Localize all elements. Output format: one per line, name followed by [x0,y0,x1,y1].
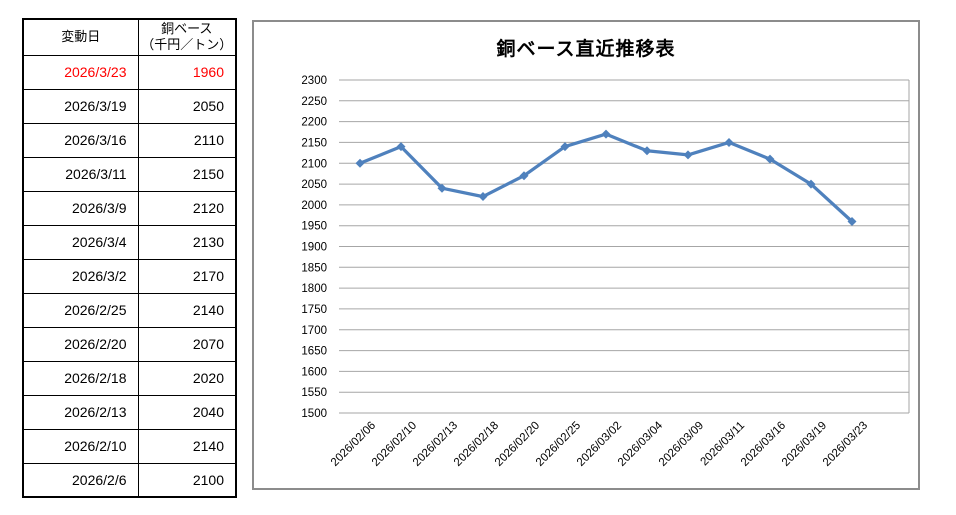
date-cell[interactable]: 2026/3/9 [22,190,139,226]
data-point-marker [519,171,529,181]
date-cell[interactable]: 2026/3/2 [22,258,139,294]
price-table-body: 2026/3/23 1960 2026/3/19 2050 2026/3/16 2110 2… [22,54,237,498]
value-cell[interactable]: 2140 [137,292,237,328]
table-header-row: 変動日 銅ベース （千円／トン） [22,18,237,56]
x-tick-label: 2026/03/23 [821,420,870,469]
y-tick-label: 1650 [301,346,327,358]
table-row: 2026/2/20 2070 [22,326,237,362]
y-tick-label: 2150 [301,137,327,149]
chart-title: 銅ベース直近推移表 [496,39,676,60]
chart-svg: 2300 2250 2200 2150 2100 2050 2000 1950 1900 1850… [301,75,910,469]
value-cell[interactable]: 2140 [137,428,237,464]
value-cell[interactable]: 2050 [137,88,237,124]
table-row: 2026/3/9 2120 [22,190,237,226]
data-point-marker [683,150,693,160]
series-polyline [358,132,854,224]
y-tick-label: 2200 [301,117,327,129]
price-table: 変動日 銅ベース （千円／トン） 2026/3/23 1960 2026/3/19 2… [22,18,237,498]
y-tick-label: 1750 [301,304,327,316]
table-row: 2026/3/4 2130 [22,224,237,260]
y-tick-label: 1950 [301,221,327,233]
data-point-marker [806,179,816,189]
table-row: 2026/2/13 2040 [22,394,237,430]
y-tick-label: 1500 [301,408,327,420]
value-cell[interactable]: 2130 [137,224,237,260]
x-axis-labels: 2026/02/062026/02/102026/02/132026/02/18… [329,419,870,469]
copper-trend-chart[interactable]: 2300 2250 2200 2150 2100 2050 2000 1950 1900 1850… [252,20,920,490]
value-column-header[interactable]: 銅ベース （千円／トン） [137,18,237,56]
y-tick-label: 1600 [301,366,327,378]
data-point-marker [355,158,365,168]
y-axis-labels: 2300 2250 2200 2150 2100 2050 2000 1950 1900 1850… [301,75,327,420]
data-point-marker [724,137,734,147]
data-point-marker [396,142,406,152]
value-cell[interactable]: 2120 [137,190,237,226]
date-cell[interactable]: 2026/3/16 [22,122,139,158]
data-point-marker [478,192,488,202]
value-cell[interactable]: 2040 [137,394,237,430]
value-cell[interactable]: 1960 [137,54,237,90]
date-cell[interactable]: 2026/3/4 [22,224,139,260]
date-cell[interactable]: 2026/2/18 [22,360,139,396]
y-tick-label: 2300 [301,75,327,87]
table-row: 2026/3/16 2110 [22,122,237,158]
data-point-marker [642,146,652,156]
table-row: 2026/2/6 2100 [22,462,237,498]
y-tick-label: 1550 [301,387,327,399]
value-header-line1: 銅ベース [161,21,213,37]
date-cell[interactable]: 2026/3/23 [22,54,139,90]
table-row: 2026/3/23 1960 [22,54,237,90]
table-row: 2026/2/18 2020 [22,360,237,396]
y-tick-label: 1800 [301,283,327,295]
series-line [355,129,857,227]
date-cell[interactable]: 2026/3/19 [22,88,139,124]
value-cell[interactable]: 2020 [137,360,237,396]
data-point-marker [765,154,775,164]
y-tick-label: 2100 [301,158,327,170]
value-cell[interactable]: 2100 [137,462,237,498]
table-row: 2026/2/25 2140 [22,292,237,328]
table-row: 2026/3/19 2050 [22,88,237,124]
table-row: 2026/2/10 2140 [22,428,237,464]
data-point-marker [601,129,611,139]
date-cell[interactable]: 2026/3/11 [22,156,139,192]
value-header-line2: （千円／トン） [141,37,233,53]
date-column-header[interactable]: 変動日 [22,18,139,56]
date-cell[interactable]: 2026/2/6 [22,462,139,498]
data-point-marker [847,217,857,227]
x-tick-label: 2026/03/09 [657,420,706,469]
y-tick-label: 2000 [301,200,327,212]
value-cell[interactable]: 2070 [137,326,237,362]
y-tick-label: 2250 [301,96,327,108]
value-cell[interactable]: 2110 [137,122,237,158]
data-point-marker [560,142,570,152]
date-cell[interactable]: 2026/2/10 [22,428,139,464]
data-point-marker [437,183,447,193]
date-cell[interactable]: 2026/2/25 [22,292,139,328]
gridlines [339,79,910,414]
date-cell[interactable]: 2026/2/20 [22,326,139,362]
table-row: 2026/3/2 2170 [22,258,237,294]
y-tick-label: 1900 [301,242,327,254]
table-row: 2026/3/11 2150 [22,156,237,192]
value-cell[interactable]: 2150 [137,156,237,192]
y-tick-label: 2050 [301,179,327,191]
y-tick-label: 1700 [301,325,327,337]
y-tick-label: 1850 [301,262,327,274]
value-cell[interactable]: 2170 [137,258,237,294]
date-cell[interactable]: 2026/2/13 [22,394,139,430]
